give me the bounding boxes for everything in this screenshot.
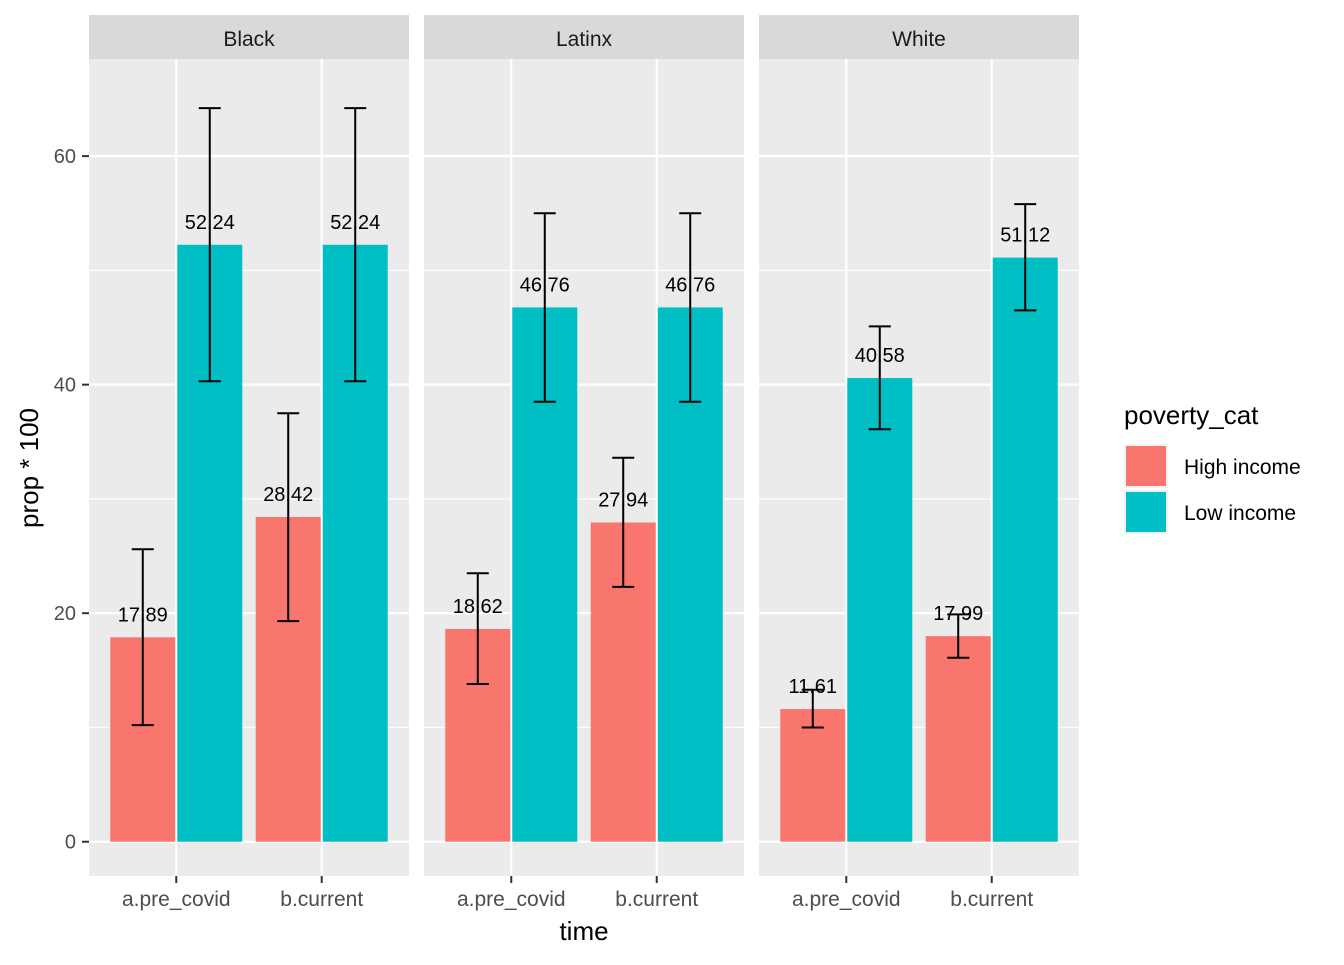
facet-strip-label: Latinx (556, 28, 613, 51)
x-tick-label: b.current (950, 888, 1033, 911)
axes-layer: a.pre_covid b.current a.pre_covid b.current… (54, 146, 1034, 911)
y-axis-title: prop * 100 (14, 408, 44, 528)
x-axis-title: time (559, 916, 608, 946)
data-label: 11.61 (788, 676, 837, 698)
bar (925, 636, 991, 842)
facet-strip (424, 15, 744, 59)
x-tick-label: a.pre_covid (457, 888, 566, 911)
data-label: 46.76 (665, 274, 715, 296)
legend-entry: Low income (1124, 490, 1296, 534)
y-tick-label: 0 (65, 832, 76, 854)
facet-strip-label: Black (223, 28, 275, 51)
bar (992, 257, 1058, 842)
legend: poverty_cat High income Low income (1124, 400, 1301, 534)
data-label: 40.58 (855, 345, 905, 367)
data-label: 52.24 (185, 212, 235, 234)
data-label: 52.24 (330, 212, 380, 234)
data-label: 17.99 (933, 603, 983, 625)
data-label: 28.42 (263, 484, 313, 506)
legend-swatch (1126, 446, 1166, 486)
panels-layer: Black 17.89 52.24 28.42 52.24 Latinx 18.62 46.7… (89, 15, 1079, 876)
x-tick-label: b.current (615, 888, 698, 911)
data-label: 51.12 (1000, 225, 1050, 247)
legend-label: High income (1184, 456, 1301, 479)
data-label: 17.89 (118, 604, 168, 626)
data-label: 27.94 (598, 489, 648, 511)
data-label: 46.76 (520, 274, 570, 296)
facet-strip (759, 15, 1079, 59)
legend-title: poverty_cat (1124, 400, 1259, 430)
x-tick-label: a.pre_covid (122, 888, 231, 911)
bar (847, 378, 913, 842)
bar (780, 709, 846, 842)
facet-strip-label: White (892, 28, 946, 51)
legend-entries: High income Low income (1124, 444, 1301, 534)
y-tick-label: 20 (54, 603, 76, 625)
legend-label: Low income (1184, 502, 1296, 525)
facet-panel-white: White 11.61 40.58 17.99 51.12 (759, 15, 1079, 876)
facet-panel-black: Black 17.89 52.24 28.42 52.24 (89, 15, 409, 876)
y-tick-label: 60 (54, 146, 76, 168)
y-tick-label: 40 (54, 375, 76, 397)
legend-swatch (1126, 492, 1166, 532)
legend-entry: High income (1124, 444, 1301, 488)
x-tick-label: b.current (280, 888, 363, 911)
x-tick-label: a.pre_covid (792, 888, 901, 911)
data-label: 18.62 (453, 596, 503, 618)
facet-panel-latinx: Latinx 18.62 46.76 27.94 46.76 (424, 15, 744, 876)
facet-strip (89, 15, 409, 59)
